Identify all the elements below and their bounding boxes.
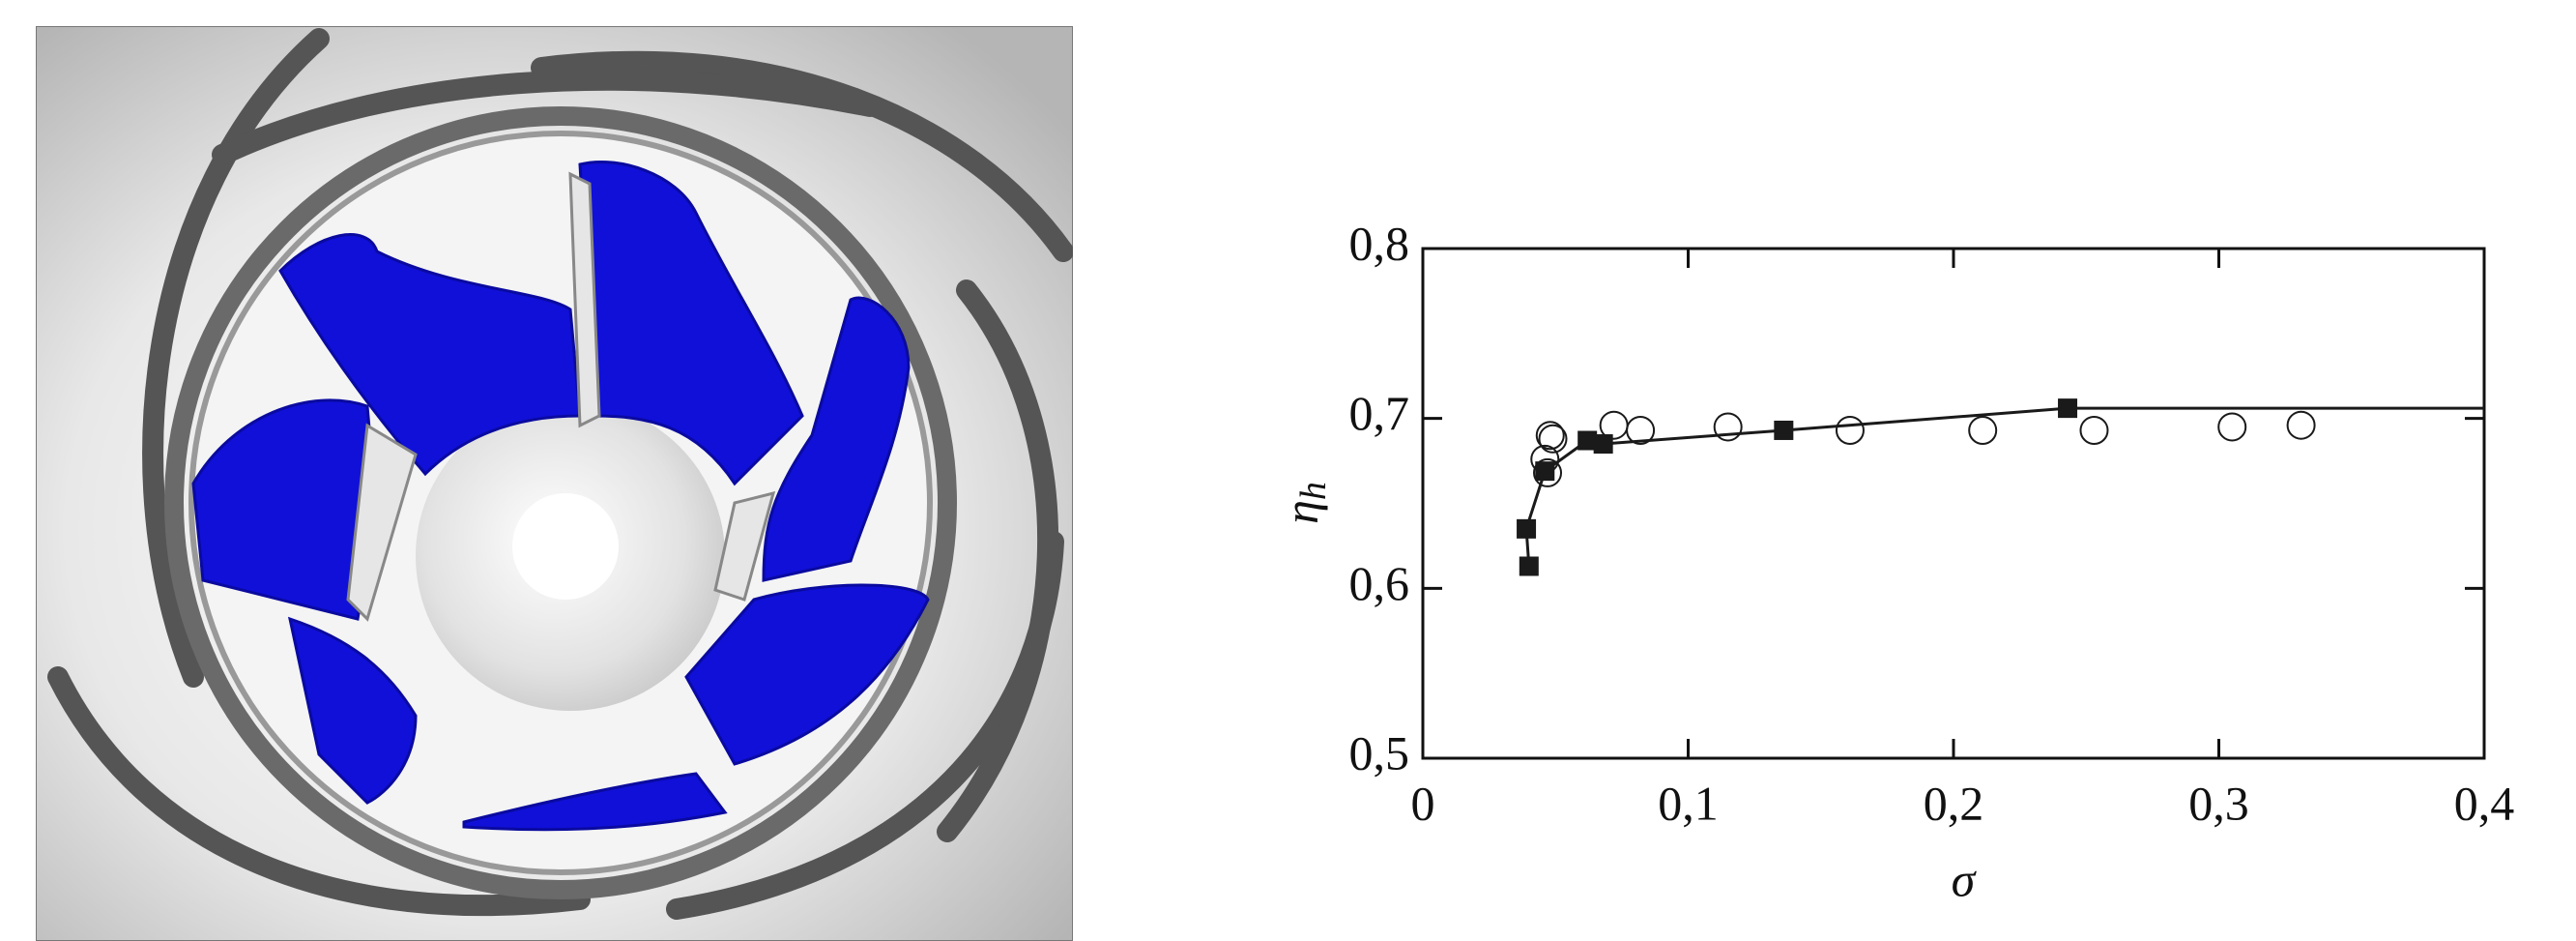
series-line	[1526, 408, 2068, 566]
page: σ ηh 0 0,1 0,2 0,3 0,4 0,5 0,6 0,7 0,8	[0, 0, 2576, 941]
square-marker	[1774, 421, 1793, 440]
y-tick-label: 0,7	[1349, 386, 1410, 440]
y-axis-label-main: η	[1274, 500, 1328, 524]
figure: σ ηh 0 0,1 0,2 0,3 0,4 0,5 0,6 0,7 0,8	[0, 0, 2576, 941]
x-tick-label: 0,4	[2454, 776, 2515, 830]
x-tick-label: 0	[1411, 776, 1435, 830]
x-tick-label: 0,2	[1924, 776, 1984, 830]
circle-marker	[1715, 413, 1742, 440]
y-tick-label: 0,8	[1349, 216, 1410, 270]
circle-marker	[1837, 417, 1864, 444]
circle-marker	[2288, 412, 2315, 439]
y-axis-label: ηh	[1274, 482, 1333, 524]
circle-marker	[2218, 413, 2245, 440]
square-marker	[1594, 434, 1613, 454]
square-marker	[1520, 556, 1539, 575]
y-tick-label: 0,6	[1349, 556, 1410, 610]
circle-marker	[1969, 417, 1996, 444]
square-marker	[1517, 519, 1536, 539]
plot-frame	[1423, 249, 2484, 758]
x-axis-label: σ	[1952, 852, 1978, 906]
x-tick-label: 0,1	[1658, 776, 1719, 830]
impeller-render	[36, 26, 1073, 941]
circle-marker	[2080, 417, 2107, 444]
circle-marker	[1601, 412, 1628, 439]
chart: σ ηh 0 0,1 0,2 0,3 0,4 0,5 0,6 0,7 0,8	[1274, 216, 2514, 906]
x-tick-label: 0,3	[2188, 776, 2249, 830]
y-axis-label-sub: h	[1293, 482, 1334, 500]
y-tick-label: 0,5	[1349, 725, 1410, 779]
